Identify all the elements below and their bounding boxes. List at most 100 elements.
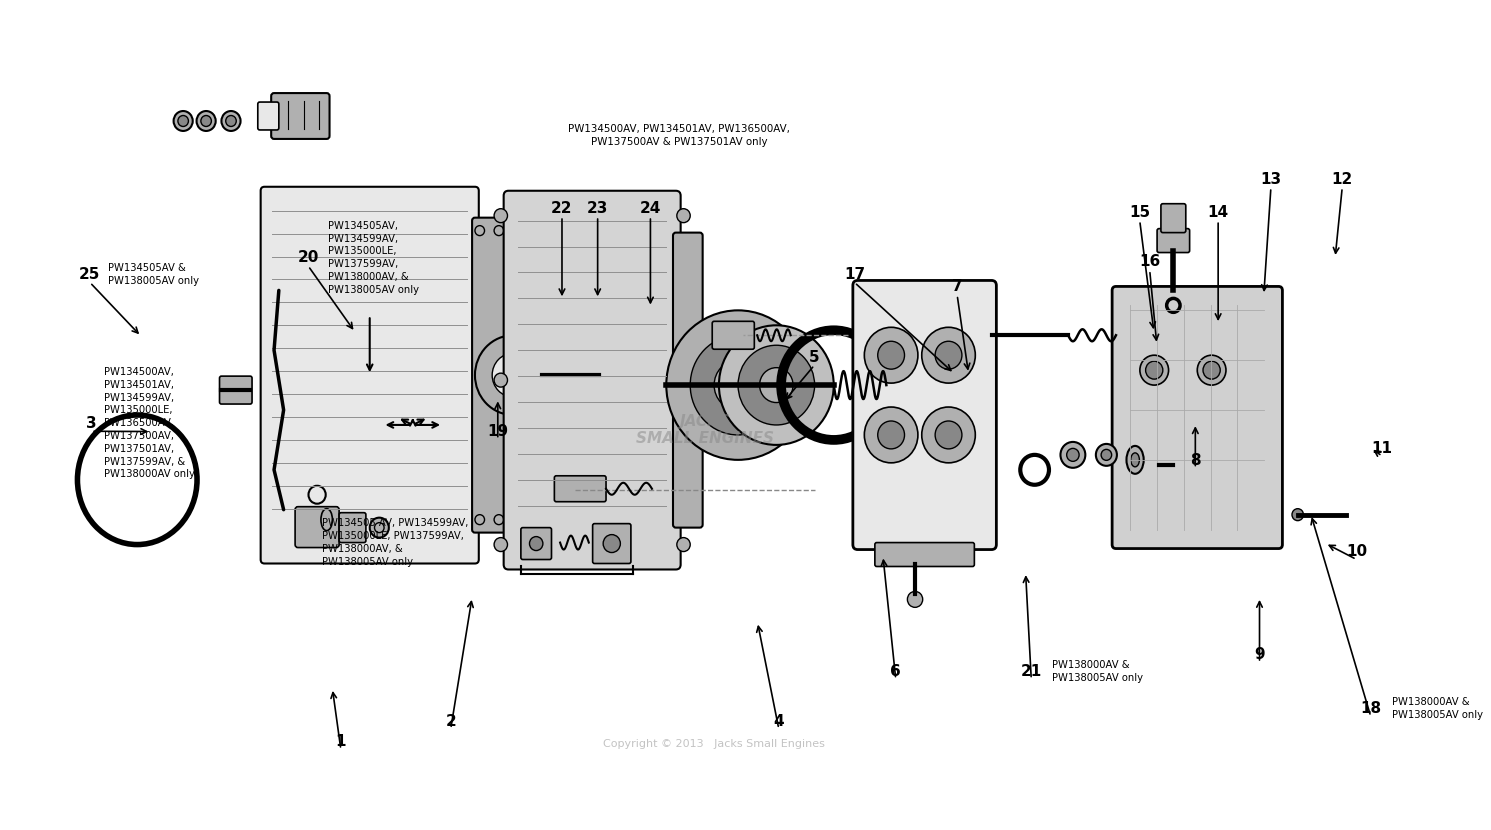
Text: 12: 12 <box>1331 172 1352 187</box>
Text: 17: 17 <box>844 267 865 282</box>
FancyBboxPatch shape <box>853 281 996 549</box>
Ellipse shape <box>935 421 962 449</box>
FancyBboxPatch shape <box>713 321 754 349</box>
Ellipse shape <box>1203 361 1220 379</box>
Text: 21: 21 <box>1021 664 1042 679</box>
FancyBboxPatch shape <box>520 528 552 559</box>
Ellipse shape <box>476 335 552 415</box>
Text: 5: 5 <box>810 349 820 364</box>
FancyBboxPatch shape <box>338 513 365 543</box>
Ellipse shape <box>1197 355 1226 385</box>
Ellipse shape <box>677 538 690 552</box>
Ellipse shape <box>921 327 975 383</box>
Ellipse shape <box>908 592 923 608</box>
Text: 10: 10 <box>1346 544 1367 559</box>
Ellipse shape <box>690 335 786 435</box>
Ellipse shape <box>476 515 485 525</box>
FancyBboxPatch shape <box>672 232 702 528</box>
Ellipse shape <box>1066 448 1079 461</box>
Ellipse shape <box>494 515 504 525</box>
Text: 1: 1 <box>335 735 346 749</box>
Text: 20: 20 <box>297 251 319 266</box>
Ellipse shape <box>173 111 192 131</box>
Ellipse shape <box>177 115 188 126</box>
Ellipse shape <box>529 536 543 550</box>
Text: 16: 16 <box>1139 255 1160 270</box>
FancyBboxPatch shape <box>261 187 479 564</box>
FancyBboxPatch shape <box>258 102 279 130</box>
Ellipse shape <box>222 111 240 131</box>
Ellipse shape <box>197 111 216 131</box>
Text: PW134500AV, PW134501AV, PW136500AV,
PW137500AV & PW137501AV only: PW134500AV, PW134501AV, PW136500AV, PW13… <box>568 124 790 147</box>
Ellipse shape <box>666 310 810 460</box>
Ellipse shape <box>604 535 620 553</box>
Text: PW134500AV,
PW134501AV,
PW134599AV,
PW135000LE,
PW136500AV,
PW137500AV,
PW137501: PW134500AV, PW134501AV, PW134599AV, PW13… <box>104 367 194 480</box>
Ellipse shape <box>865 407 918 463</box>
Text: 7: 7 <box>951 279 962 295</box>
Ellipse shape <box>476 226 485 236</box>
Ellipse shape <box>225 115 236 126</box>
Ellipse shape <box>677 208 690 222</box>
Text: 23: 23 <box>587 201 608 216</box>
Ellipse shape <box>714 360 762 410</box>
Text: 13: 13 <box>1260 172 1281 187</box>
Ellipse shape <box>865 327 918 383</box>
Text: 22: 22 <box>552 201 573 216</box>
Ellipse shape <box>492 354 534 397</box>
FancyBboxPatch shape <box>1112 286 1282 549</box>
Text: PW138000AV &
PW138005AV only: PW138000AV & PW138005AV only <box>1053 660 1144 683</box>
FancyBboxPatch shape <box>271 93 330 139</box>
Ellipse shape <box>677 374 690 387</box>
Ellipse shape <box>1060 442 1085 468</box>
Text: PW138000AV &
PW138005AV only: PW138000AV & PW138005AV only <box>1391 697 1482 720</box>
Text: 18: 18 <box>1360 701 1381 716</box>
Ellipse shape <box>1115 325 1132 346</box>
Text: PW134505AV &
PW138005AV only: PW134505AV & PW138005AV only <box>107 263 198 286</box>
FancyBboxPatch shape <box>1157 228 1190 252</box>
Text: PW134505 AV, PW134599AV,
PW135000LE, PW137599AV,
PW138000AV, &
PW138005AV only: PW134505 AV, PW134599AV, PW135000LE, PW1… <box>322 519 468 567</box>
Text: 14: 14 <box>1208 205 1229 220</box>
Text: 8: 8 <box>1190 453 1200 468</box>
Ellipse shape <box>494 208 507 222</box>
Ellipse shape <box>1139 355 1169 385</box>
Text: 25: 25 <box>79 267 100 282</box>
Ellipse shape <box>878 341 905 369</box>
Text: 6: 6 <box>890 664 901 679</box>
Ellipse shape <box>370 518 389 538</box>
Text: JACKS
SMALL ENGINES: JACKS SMALL ENGINES <box>635 413 774 447</box>
Text: PW134505AV,
PW134599AV,
PW135000LE,
PW137599AV,
PW138000AV, &
PW138005AV only: PW134505AV, PW134599AV, PW135000LE, PW13… <box>328 221 419 295</box>
Ellipse shape <box>1145 361 1163 379</box>
Text: 4: 4 <box>774 714 784 729</box>
Text: 2: 2 <box>446 714 456 729</box>
Ellipse shape <box>1130 453 1139 466</box>
FancyBboxPatch shape <box>875 543 974 567</box>
Text: 11: 11 <box>1372 441 1393 456</box>
Ellipse shape <box>321 509 332 530</box>
Ellipse shape <box>494 538 507 552</box>
FancyBboxPatch shape <box>473 217 507 533</box>
Ellipse shape <box>759 368 793 403</box>
Ellipse shape <box>1127 446 1144 474</box>
Ellipse shape <box>1293 509 1303 520</box>
FancyBboxPatch shape <box>295 506 338 548</box>
Text: 3: 3 <box>86 416 97 431</box>
Ellipse shape <box>201 115 212 126</box>
Ellipse shape <box>494 374 507 387</box>
Text: 19: 19 <box>488 424 508 439</box>
FancyBboxPatch shape <box>555 476 605 501</box>
FancyBboxPatch shape <box>592 524 631 564</box>
Text: Copyright © 2013   Jacks Small Engines: Copyright © 2013 Jacks Small Engines <box>604 739 825 749</box>
Ellipse shape <box>921 407 975 463</box>
FancyBboxPatch shape <box>219 376 252 404</box>
Text: 24: 24 <box>640 201 661 216</box>
Ellipse shape <box>738 345 814 425</box>
Text: 9: 9 <box>1254 647 1264 662</box>
Ellipse shape <box>878 421 905 449</box>
Ellipse shape <box>935 341 962 369</box>
FancyBboxPatch shape <box>504 191 681 569</box>
Text: 15: 15 <box>1129 205 1150 220</box>
FancyBboxPatch shape <box>1161 203 1185 232</box>
Ellipse shape <box>1096 444 1117 466</box>
Ellipse shape <box>719 325 833 445</box>
Ellipse shape <box>1102 449 1112 461</box>
